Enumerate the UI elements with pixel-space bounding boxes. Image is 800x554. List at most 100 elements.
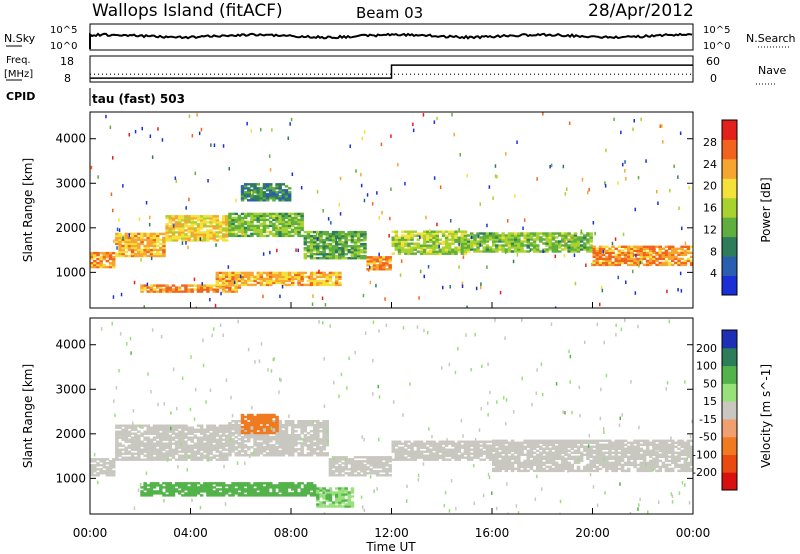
power-cell <box>190 235 194 238</box>
velocity-cell <box>313 490 317 493</box>
velocity-cell <box>168 494 172 497</box>
velocity-cell <box>485 440 490 443</box>
power-cell <box>157 127 159 131</box>
power-cell <box>658 255 662 259</box>
velocity-cell <box>338 470 342 473</box>
velocity-cell <box>206 452 210 455</box>
power-cell <box>149 134 152 138</box>
velocity-cell <box>539 461 543 465</box>
velocity-cell <box>212 454 216 457</box>
velocity-cell <box>108 464 113 467</box>
power-cell <box>318 269 320 274</box>
velocity-cell <box>221 492 226 495</box>
velocity-cell <box>124 428 128 431</box>
velocity-cell <box>250 432 254 435</box>
power-cell <box>152 252 157 256</box>
power-cell <box>124 240 128 244</box>
power-cell <box>262 214 267 218</box>
power-cell <box>316 233 319 237</box>
velocity-cell <box>256 454 260 457</box>
power-cell <box>460 252 465 255</box>
power-cell <box>143 248 147 252</box>
velocity-cell <box>174 444 179 447</box>
power-cell <box>664 251 669 255</box>
velocity-cell <box>291 428 295 431</box>
velocity-cell <box>350 487 355 490</box>
velocity-cell <box>576 461 581 465</box>
power-cell <box>297 232 301 236</box>
velocity-cell <box>561 461 565 465</box>
power-cell <box>423 274 425 279</box>
velocity-cell <box>350 464 355 467</box>
power-cell <box>554 232 559 235</box>
velocity-cell <box>589 461 593 465</box>
velocity-cell <box>118 444 122 447</box>
velocity-cell <box>199 426 204 429</box>
velocity-cell <box>165 430 169 433</box>
velocity-cell <box>237 484 242 487</box>
power-cell <box>504 244 509 247</box>
velocity-cell <box>199 438 204 441</box>
velocity-cell <box>262 415 267 419</box>
velocity-cell <box>146 436 150 439</box>
velocity-cell <box>140 490 144 493</box>
power-cell <box>331 234 336 238</box>
velocity-cell <box>130 426 135 429</box>
velocity-cell <box>237 430 242 433</box>
velocity-cell <box>203 448 207 451</box>
power-cell <box>328 283 333 287</box>
velocity-cell <box>259 446 264 449</box>
power-cell <box>561 236 565 239</box>
velocity-cell <box>159 428 163 431</box>
velocity-cell <box>394 450 399 453</box>
power-cell <box>470 240 474 243</box>
velocity-cell <box>382 474 386 477</box>
velocity-cell <box>492 443 496 446</box>
velocity-cell <box>517 447 521 450</box>
power-cell <box>661 124 663 128</box>
velocity-cell <box>108 474 113 477</box>
velocity-cell <box>529 441 534 444</box>
velocity-cell <box>504 459 509 463</box>
velocity-cell <box>212 438 216 441</box>
velocity-cell <box>441 440 446 443</box>
power-cell <box>187 231 191 234</box>
velocity-cell <box>237 444 242 447</box>
velocity-cell <box>451 444 455 447</box>
power-cell <box>514 250 518 253</box>
power-cell <box>372 266 377 269</box>
power-cell <box>177 221 182 224</box>
power-cell <box>209 297 211 302</box>
velocity-cell <box>335 474 339 477</box>
power-cell <box>234 273 238 277</box>
velocity-cell <box>567 453 571 456</box>
power-cell <box>680 249 684 252</box>
velocity-cell <box>492 445 496 448</box>
power-cell <box>432 252 436 255</box>
velocity-cell <box>127 432 132 435</box>
power-cell <box>269 195 273 198</box>
velocity-cell <box>510 449 515 452</box>
velocity-cell <box>378 464 383 467</box>
power-cell <box>598 257 603 261</box>
power-cell <box>206 233 210 236</box>
power-cell <box>250 222 254 226</box>
velocity-cell <box>325 495 329 498</box>
power-cell <box>394 248 399 251</box>
power-cell <box>499 290 502 295</box>
velocity-cell <box>212 436 216 439</box>
power-cell <box>228 224 232 228</box>
power-cell <box>605 259 609 263</box>
power-cell <box>240 277 245 281</box>
velocity-cell <box>532 463 537 467</box>
velocity-cell <box>545 457 549 460</box>
velocity-cell <box>118 436 122 439</box>
velocity-cell <box>218 442 223 445</box>
velocity-cell <box>598 451 603 454</box>
power-cell <box>419 244 424 247</box>
power-cell <box>102 255 107 259</box>
velocity-cell <box>579 457 584 460</box>
velocity-cell <box>221 490 226 493</box>
power-cell <box>247 220 251 224</box>
power-cell <box>451 230 455 233</box>
